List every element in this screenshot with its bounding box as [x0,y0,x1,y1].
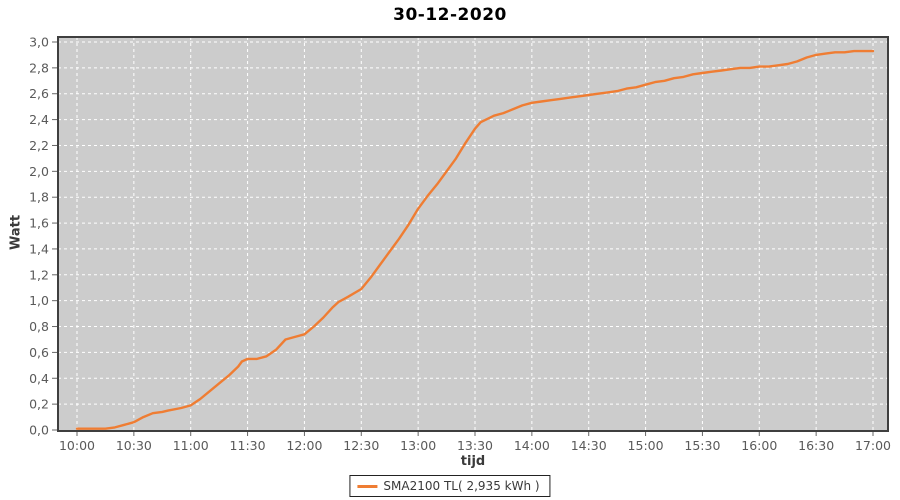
y-tick-label: 0,0 [29,423,49,438]
y-tick-label: 0,6 [29,345,49,360]
y-tick-label: 0,4 [29,371,49,386]
x-tick-label: 17:00 [855,438,891,453]
y-tick-label: 1,8 [29,190,49,205]
y-axis-title: Watt [8,214,24,251]
x-tick-label: 13:00 [400,438,436,453]
legend-line-swatch [357,484,378,488]
x-tick-label: 15:00 [628,438,664,453]
y-tick-label: 2,2 [29,138,49,153]
x-tick-label: 13:30 [457,438,493,453]
x-tick-label: 15:30 [684,438,720,453]
x-tick-label: 16:30 [798,438,834,453]
x-tick-label: 11:00 [173,438,209,453]
y-tick-label: 2,8 [29,60,49,75]
x-tick-label: 11:30 [230,438,266,453]
x-axis-title: tijd [460,454,486,469]
y-tick-label: 2,4 [29,112,49,127]
x-tick-label: 14:30 [571,438,607,453]
y-tick-label: 0,8 [29,319,49,334]
x-tick-label: 16:00 [741,438,777,453]
y-tick-label: 1,0 [29,293,49,308]
y-tick-label: 2,0 [29,164,49,179]
y-tick-label: 1,2 [29,267,49,282]
y-tick-label: 0,2 [29,397,49,412]
x-tick-label: 10:30 [116,438,152,453]
legend-label: SMA2100 TL( 2,935 kWh ) [383,479,540,493]
x-tick-label: 12:00 [286,438,322,453]
x-tick-label: 14:00 [514,438,550,453]
plot-border [57,36,889,432]
x-tick-label: 10:00 [59,438,95,453]
y-tick-label: 1,4 [29,241,49,256]
y-tick-label: 3,0 [29,35,49,50]
series-line [75,49,875,430]
plot-background [58,37,888,431]
chart-title: 30-12-2020 [393,5,507,25]
y-tick-label: 2,6 [29,86,49,101]
y-tick-label: 1,6 [29,216,49,231]
x-tick-label: 12:30 [343,438,379,453]
legend: SMA2100 TL( 2,935 kWh ) [349,475,551,497]
